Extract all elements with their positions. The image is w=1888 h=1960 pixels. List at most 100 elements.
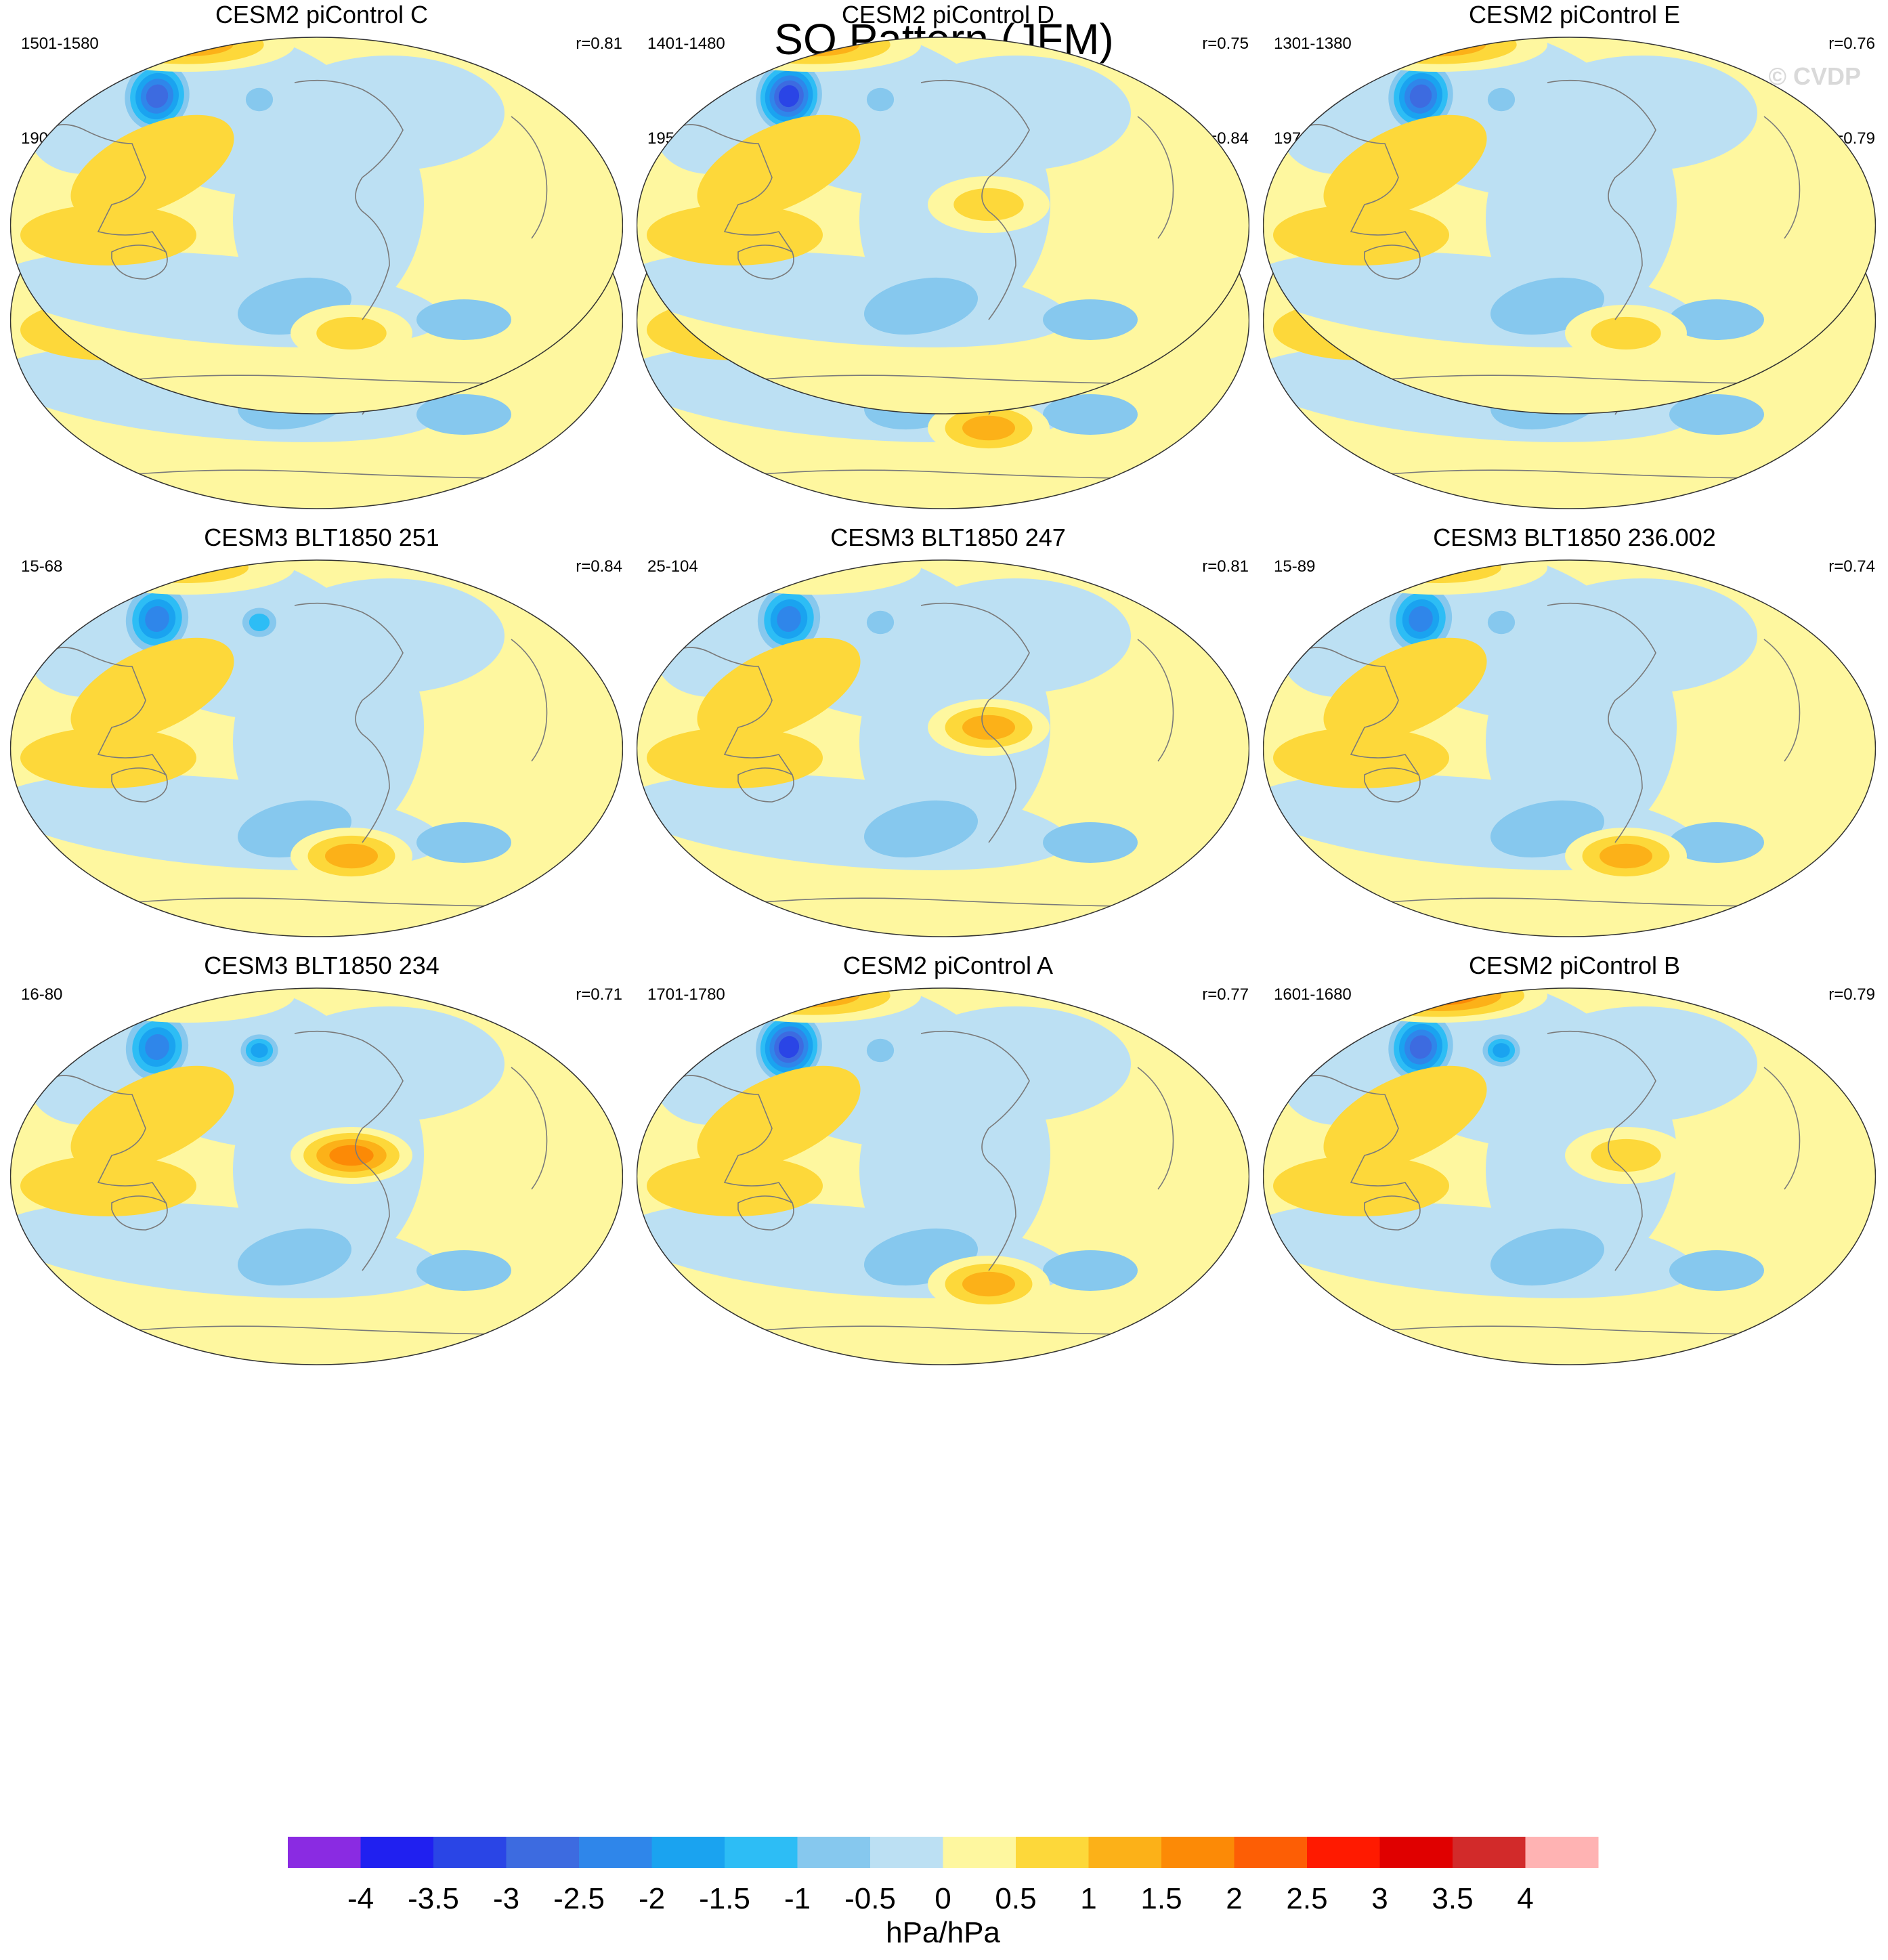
coastline-australia [111,244,168,280]
panel-map [10,37,623,414]
southern-high-level-3 [962,415,1015,441]
panel-7: CESM3 BLT1850 234 16-80 r=0.71 [10,951,633,1378]
southern-ocean-negative [637,774,1069,870]
coastline-asia [663,1075,793,1203]
coastline-australia [737,244,794,280]
australia-positive [20,1155,196,1216]
coastline-asia [1289,647,1419,775]
coastline-africa [1137,1067,1174,1190]
coastline-asia [37,1075,167,1203]
coastline-asia [37,647,167,775]
panel-title: CESM2 piControl C [215,1,429,28]
australia-positive [647,1155,823,1216]
indo-pacific-positive [697,114,861,220]
atlantic-low-level-2 [866,1038,895,1063]
colorbar-swatch-4 [506,1837,580,1868]
arctic-high-level-4 [1400,988,1478,1006]
aleutian-low-level-6 [1409,1035,1432,1059]
colorbar-swatch-1 [288,1837,361,1868]
coastline-asia [37,124,167,253]
coastline-australia [737,1195,794,1231]
indo-pacific-positive [70,637,234,743]
indo-pacific-positive [1323,114,1487,220]
atlantic-low-level-4 [251,1043,268,1058]
southern-high-level-3 [962,715,1015,740]
south-pacific-negative-core [864,277,978,335]
globe-outline [10,37,623,414]
coastline-africa [511,1067,548,1190]
colorbar-swatch-3 [433,1837,507,1868]
colorbar-swatch-17 [1453,1837,1526,1868]
coastline-americas [920,1030,1030,1271]
panel-years: 1601-1680 [1274,985,1352,1004]
coastline-asia [1289,124,1419,253]
coastline-africa [1763,1067,1801,1190]
colorbar-swatch-14 [1234,1837,1308,1868]
colorbar-tick-label: -3.5 [408,1882,459,1915]
panel-10: CESM2 piControl C 1501-1580 r=0.81 [10,0,633,427]
panel-map [1263,987,1876,1365]
colorbar-swatch-8 [797,1837,871,1868]
southern-high-level-2 [953,188,1024,221]
south-atlantic-negative-core [416,822,511,863]
colorbar-tick-label: 3 [1371,1882,1388,1915]
colorbar-swatch-5 [579,1837,652,1868]
panel-years: 25-104 [647,557,698,576]
panel-map [10,987,623,1365]
colorbar-tick-label: -2.5 [553,1882,605,1915]
panel-5: CESM3 BLT1850 247 25-104 r=0.81 [637,523,1260,950]
panel-correlation: r=0.79 [1828,985,1875,1004]
coastline-americas [1547,1030,1656,1271]
panel-correlation: r=0.81 [1202,557,1249,576]
globe-outline [637,987,1249,1365]
southern-high-level-2 [316,316,387,350]
south-pacific-negative-core [238,1228,351,1286]
cvdp-watermark: © CVDP [1768,62,1861,90]
colorbar-tick-label: -2 [639,1882,665,1915]
indo-pacific-positive [70,114,234,220]
panel-map [637,987,1249,1365]
panel-map [1263,559,1876,937]
indo-pacific-positive [1323,1065,1487,1171]
colorbar-tick-label: -3 [493,1882,519,1915]
aleutian-low-level-5 [777,605,801,633]
australia-positive [1273,1155,1449,1216]
coastline-africa [1763,116,1801,239]
coastline-americas [1547,79,1656,320]
panel-title: CESM2 piControl E [1468,1,1681,28]
colorbar-swatch-7 [725,1837,798,1868]
globe-outline [10,559,623,937]
colorbar-tick-label: 2.5 [1286,1882,1327,1915]
australia-positive [1273,727,1449,788]
southern-high-level-3 [1600,843,1652,869]
colorbar-tick-label: -1 [784,1882,811,1915]
colorbar-swatch-15 [1307,1837,1380,1868]
atlantic-low-level-4 [1493,1043,1510,1058]
coastline-africa [1763,639,1801,762]
coastline-australia [111,767,168,803]
aleutian-low-level-7 [778,1036,800,1059]
panel-title: CESM3 BLT1850 251 [204,524,439,551]
panel-years: 1501-1580 [21,35,99,53]
colorbar-units-label: hPa/hPa [886,1916,1000,1949]
coastline-africa [1137,116,1174,239]
colorbar-tick-label: 1.5 [1140,1882,1182,1915]
panel-years: 1701-1780 [647,985,725,1004]
globe-outline [10,987,623,1365]
globe-outline [637,559,1249,937]
southern-ocean-negative [10,1202,443,1298]
southern-high-level-3 [962,1271,1015,1297]
panel-title: CESM2 piControl A [842,952,1054,979]
panel-title: CESM3 BLT1850 236.002 [1433,524,1716,551]
colorbar-tick-label: 1 [1080,1882,1096,1915]
coastline-australia [1364,1195,1421,1231]
colorbar-swatch-2 [360,1837,434,1868]
panel-correlation: r=0.84 [576,557,622,576]
australia-positive [1273,205,1449,265]
colorbar-tick-label: -0.5 [844,1882,896,1915]
panel-map [637,37,1249,414]
coastline-asia [663,124,793,253]
colorbar-swatch-16 [1379,1837,1453,1868]
colorbar-tick-label: 0 [935,1882,951,1915]
globe-outline [1263,37,1876,414]
